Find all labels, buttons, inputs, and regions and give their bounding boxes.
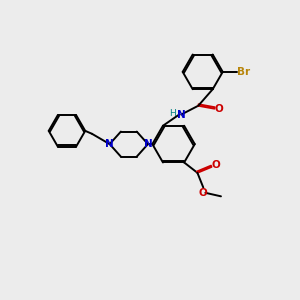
Text: Br: Br — [237, 67, 250, 77]
Text: O: O — [199, 188, 208, 198]
Text: N: N — [177, 110, 186, 120]
Text: H: H — [169, 109, 176, 118]
Text: N: N — [144, 139, 152, 149]
Text: O: O — [214, 104, 223, 114]
Text: N: N — [105, 139, 114, 149]
Text: O: O — [212, 160, 220, 170]
